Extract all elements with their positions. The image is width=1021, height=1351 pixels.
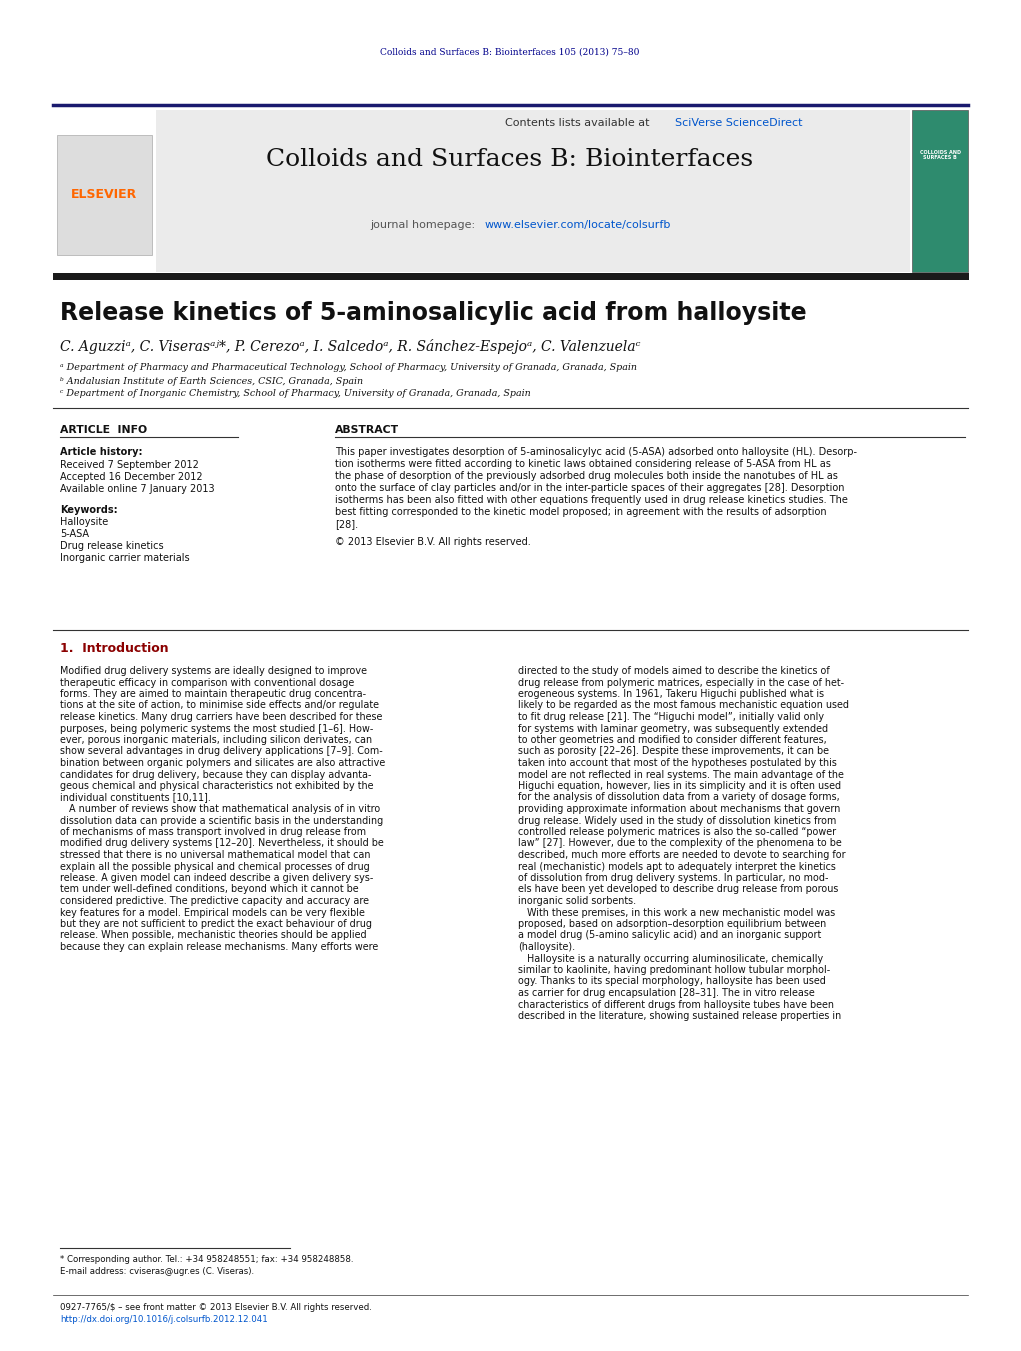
FancyBboxPatch shape: [105, 109, 910, 272]
Text: Colloids and Surfaces B: Biointerfaces 105 (2013) 75–80: Colloids and Surfaces B: Biointerfaces 1…: [380, 47, 640, 57]
Text: key features for a model. Empirical models can be very flexible: key features for a model. Empirical mode…: [60, 908, 364, 917]
Text: Accepted 16 December 2012: Accepted 16 December 2012: [60, 471, 202, 482]
Text: isotherms has been also fitted with other equations frequently used in drug rele: isotherms has been also fitted with othe…: [335, 494, 847, 505]
Text: * Corresponding author. Tel.: +34 958248551; fax: +34 958248858.: * Corresponding author. Tel.: +34 958248…: [60, 1255, 353, 1265]
Text: Halloysite is a naturally occurring aluminosilicate, chemically: Halloysite is a naturally occurring alum…: [518, 954, 823, 963]
Text: journal homepage:: journal homepage:: [370, 220, 479, 230]
Text: release. When possible, mechanistic theories should be applied: release. When possible, mechanistic theo…: [60, 931, 367, 940]
Text: SciVerse ScienceDirect: SciVerse ScienceDirect: [675, 118, 803, 128]
Text: www.elsevier.com/locate/colsurfb: www.elsevier.com/locate/colsurfb: [485, 220, 672, 230]
Text: modified drug delivery systems [12–20]. Nevertheless, it should be: modified drug delivery systems [12–20]. …: [60, 839, 384, 848]
Text: real (mechanistic) models apt to adequately interpret the kinetics: real (mechanistic) models apt to adequat…: [518, 862, 836, 871]
Text: ᵇ Andalusian Institute of Earth Sciences, CSIC, Granada, Spain: ᵇ Andalusian Institute of Earth Sciences…: [60, 377, 363, 385]
Text: considered predictive. The predictive capacity and accuracy are: considered predictive. The predictive ca…: [60, 896, 369, 907]
Text: similar to kaolinite, having predominant hollow tubular morphol-: similar to kaolinite, having predominant…: [518, 965, 830, 975]
Text: ELSEVIER: ELSEVIER: [70, 189, 137, 201]
FancyBboxPatch shape: [912, 109, 968, 272]
Text: therapeutic efficacy in comparison with conventional dosage: therapeutic efficacy in comparison with …: [60, 677, 354, 688]
Text: to other geometries and modified to consider different features,: to other geometries and modified to cons…: [518, 735, 827, 744]
Text: explain all the possible physical and chemical processes of drug: explain all the possible physical and ch…: [60, 862, 370, 871]
FancyBboxPatch shape: [53, 109, 156, 272]
Text: of dissolution from drug delivery systems. In particular, no mod-: of dissolution from drug delivery system…: [518, 873, 828, 884]
Text: law” [27]. However, due to the complexity of the phenomena to be: law” [27]. However, due to the complexit…: [518, 839, 841, 848]
Text: a model drug (5-amino salicylic acid) and an inorganic support: a model drug (5-amino salicylic acid) an…: [518, 931, 821, 940]
FancyBboxPatch shape: [57, 135, 152, 255]
Text: release. A given model can indeed describe a given delivery sys-: release. A given model can indeed descri…: [60, 873, 374, 884]
Text: directed to the study of models aimed to describe the kinetics of: directed to the study of models aimed to…: [518, 666, 830, 676]
Text: Article history:: Article history:: [60, 447, 143, 457]
Text: likely to be regarded as the most famous mechanistic equation used: likely to be regarded as the most famous…: [518, 701, 849, 711]
Text: E-mail address: cviseras@ugr.es (C. Viseras).: E-mail address: cviseras@ugr.es (C. Vise…: [60, 1267, 254, 1277]
Text: described, much more efforts are needed to devote to searching for: described, much more efforts are needed …: [518, 850, 845, 861]
Text: 0927-7765/$ – see front matter © 2013 Elsevier B.V. All rights reserved.: 0927-7765/$ – see front matter © 2013 El…: [60, 1304, 372, 1313]
Text: COLLOIDS AND
SURFACES B: COLLOIDS AND SURFACES B: [920, 150, 961, 161]
Text: candidates for drug delivery, because they can display advanta-: candidates for drug delivery, because th…: [60, 770, 372, 780]
Text: model are not reflected in real systems. The main advantage of the: model are not reflected in real systems.…: [518, 770, 844, 780]
Text: ever, porous inorganic materials, including silicon derivates, can: ever, porous inorganic materials, includ…: [60, 735, 372, 744]
Text: described in the literature, showing sustained release properties in: described in the literature, showing sus…: [518, 1011, 841, 1021]
Text: such as porosity [22–26]. Despite these improvements, it can be: such as porosity [22–26]. Despite these …: [518, 747, 829, 757]
Text: to fit drug release [21]. The “Higuchi model”, initially valid only: to fit drug release [21]. The “Higuchi m…: [518, 712, 824, 721]
Text: controlled release polymeric matrices is also the so-called “power: controlled release polymeric matrices is…: [518, 827, 836, 838]
Text: Keywords:: Keywords:: [60, 505, 117, 515]
Text: proposed, based on adsorption–desorption equilibrium between: proposed, based on adsorption–desorption…: [518, 919, 826, 929]
Text: individual constituents [10,11].: individual constituents [10,11].: [60, 793, 211, 802]
Text: Colloids and Surfaces B: Biointerfaces: Colloids and Surfaces B: Biointerfaces: [266, 149, 753, 172]
Text: stressed that there is no universal mathematical model that can: stressed that there is no universal math…: [60, 850, 371, 861]
Text: tion isotherms were fitted according to kinetic laws obtained considering releas: tion isotherms were fitted according to …: [335, 459, 831, 469]
Text: forms. They are aimed to maintain therapeutic drug concentra-: forms. They are aimed to maintain therap…: [60, 689, 367, 698]
Text: Drug release kinetics: Drug release kinetics: [60, 540, 163, 551]
Text: tem under well-defined conditions, beyond which it cannot be: tem under well-defined conditions, beyon…: [60, 885, 358, 894]
Text: Contents lists available at: Contents lists available at: [505, 118, 653, 128]
Text: 5-ASA: 5-ASA: [60, 530, 89, 539]
Text: providing approximate information about mechanisms that govern: providing approximate information about …: [518, 804, 840, 815]
Text: show several advantages in drug delivery applications [7–9]. Com-: show several advantages in drug delivery…: [60, 747, 383, 757]
Text: (halloysite).: (halloysite).: [518, 942, 575, 952]
Text: ARTICLE  INFO: ARTICLE INFO: [60, 426, 147, 435]
Text: Available online 7 January 2013: Available online 7 January 2013: [60, 484, 214, 494]
Text: drug release from polymeric matrices, especially in the case of het-: drug release from polymeric matrices, es…: [518, 677, 844, 688]
Text: drug release. Widely used in the study of dissolution kinetics from: drug release. Widely used in the study o…: [518, 816, 836, 825]
Text: Modified drug delivery systems are ideally designed to improve: Modified drug delivery systems are ideal…: [60, 666, 367, 676]
Text: © 2013 Elsevier B.V. All rights reserved.: © 2013 Elsevier B.V. All rights reserved…: [335, 536, 531, 547]
Text: erogeneous systems. In 1961, Takeru Higuchi published what is: erogeneous systems. In 1961, Takeru Higu…: [518, 689, 824, 698]
Text: With these premises, in this work a new mechanistic model was: With these premises, in this work a new …: [518, 908, 835, 917]
Text: characteristics of different drugs from halloysite tubes have been: characteristics of different drugs from …: [518, 1000, 834, 1009]
Text: els have been yet developed to describe drug release from porous: els have been yet developed to describe …: [518, 885, 838, 894]
Text: release kinetics. Many drug carriers have been described for these: release kinetics. Many drug carriers hav…: [60, 712, 383, 721]
Text: best fitting corresponded to the kinetic model proposed; in agreement with the r: best fitting corresponded to the kinetic…: [335, 507, 827, 517]
Text: Release kinetics of 5-aminosalicylic acid from halloysite: Release kinetics of 5-aminosalicylic aci…: [60, 301, 807, 326]
Text: of mechanisms of mass transport involved in drug release from: of mechanisms of mass transport involved…: [60, 827, 367, 838]
Text: Inorganic carrier materials: Inorganic carrier materials: [60, 553, 190, 563]
Text: This paper investigates desorption of 5-aminosalicylyc acid (5-ASA) adsorbed ont: This paper investigates desorption of 5-…: [335, 447, 857, 457]
Text: onto the surface of clay particles and/or in the inter-particle spaces of their : onto the surface of clay particles and/o…: [335, 484, 844, 493]
Text: for the analysis of dissolution data from a variety of dosage forms,: for the analysis of dissolution data fro…: [518, 793, 839, 802]
Text: ABSTRACT: ABSTRACT: [335, 426, 399, 435]
Text: ogy. Thanks to its special morphology, halloysite has been used: ogy. Thanks to its special morphology, h…: [518, 977, 826, 986]
Text: the phase of desorption of the previously adsorbed drug molecules both inside th: the phase of desorption of the previousl…: [335, 471, 838, 481]
Text: purposes, being polymeric systems the most studied [1–6]. How-: purposes, being polymeric systems the mo…: [60, 724, 374, 734]
Text: geous chemical and physical characteristics not exhibited by the: geous chemical and physical characterist…: [60, 781, 374, 790]
Text: taken into account that most of the hypotheses postulated by this: taken into account that most of the hypo…: [518, 758, 837, 767]
FancyBboxPatch shape: [53, 273, 969, 280]
Text: as carrier for drug encapsulation [28–31]. The in vitro release: as carrier for drug encapsulation [28–31…: [518, 988, 815, 998]
Text: 1.  Introduction: 1. Introduction: [60, 642, 168, 654]
Text: but they are not sufficient to predict the exact behaviour of drug: but they are not sufficient to predict t…: [60, 919, 372, 929]
Text: C. Aguzziᵃ, C. Viserasᵃʲ*, P. Cerezoᵃ, I. Salcedoᵃ, R. Sánchez-Espejoᵃ, C. Valen: C. Aguzziᵃ, C. Viserasᵃʲ*, P. Cerezoᵃ, I…: [60, 339, 640, 354]
Text: Higuchi equation, however, lies in its simplicity and it is often used: Higuchi equation, however, lies in its s…: [518, 781, 841, 790]
Text: bination between organic polymers and silicates are also attractive: bination between organic polymers and si…: [60, 758, 385, 767]
Text: dissolution data can provide a scientific basis in the understanding: dissolution data can provide a scientifi…: [60, 816, 383, 825]
Text: ᶜ Department of Inorganic Chemistry, School of Pharmacy, University of Granada, : ᶜ Department of Inorganic Chemistry, Sch…: [60, 389, 531, 399]
Text: Halloysite: Halloysite: [60, 517, 108, 527]
Text: Received 7 September 2012: Received 7 September 2012: [60, 459, 199, 470]
Text: tions at the site of action, to minimise side effects and/or regulate: tions at the site of action, to minimise…: [60, 701, 379, 711]
Text: because they can explain release mechanisms. Many efforts were: because they can explain release mechani…: [60, 942, 378, 952]
Text: A number of reviews show that mathematical analysis of in vitro: A number of reviews show that mathematic…: [60, 804, 380, 815]
Text: ᵃ Department of Pharmacy and Pharmaceutical Technology, School of Pharmacy, Univ: ᵃ Department of Pharmacy and Pharmaceuti…: [60, 363, 637, 373]
Text: inorganic solid sorbents.: inorganic solid sorbents.: [518, 896, 636, 907]
Text: [28].: [28].: [335, 519, 358, 530]
Text: http://dx.doi.org/10.1016/j.colsurfb.2012.12.041: http://dx.doi.org/10.1016/j.colsurfb.201…: [60, 1316, 268, 1324]
Text: for systems with laminar geometry, was subsequently extended: for systems with laminar geometry, was s…: [518, 724, 828, 734]
